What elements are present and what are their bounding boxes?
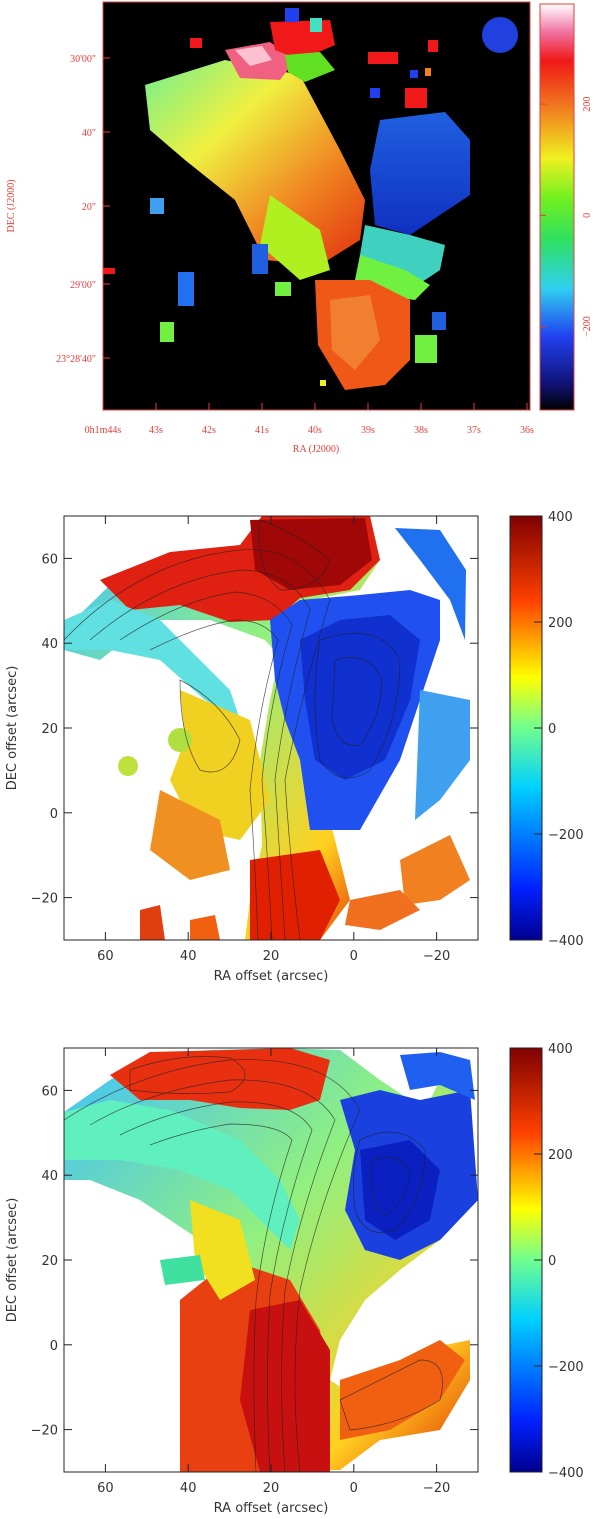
panel-2-xlabel: RA offset (arcsec)	[214, 969, 329, 984]
beam-marker	[482, 17, 518, 53]
y-tick-label: 23°28'40"	[56, 354, 96, 365]
panel-1-y-ticks: 30'00" 40" 20" 29'00" 23°28'40"	[56, 54, 110, 365]
y-tick-label: 40"	[82, 128, 96, 139]
y-tick-label: 20	[41, 1254, 58, 1269]
panel-2-ylabel: DEC offset (arcsec)	[5, 666, 20, 791]
colorbar-tick-label: −200	[582, 316, 593, 337]
panel-3-velocity-field	[64, 1048, 478, 1472]
panel-3-colorbar-ticks: 400 200 0 −200 −400	[534, 1042, 584, 1481]
panel-3-y-ticks: −20 0 20 40 60	[31, 1084, 478, 1439]
colorbar-tick-label: 0	[548, 722, 556, 737]
colorbar-tick-label: 0	[582, 213, 593, 218]
x-tick-label: 0	[350, 1481, 358, 1496]
x-tick-label: 60	[97, 949, 114, 964]
colorbar-tick-label: −200	[548, 828, 584, 843]
panel-1-ylabel: DEC (J2000)	[6, 179, 17, 232]
y-tick-label: 20"	[82, 202, 96, 213]
panel-1-x-ticks: 0h1m44s 43s 42s 41s 40s 39s 38s 37s 36s	[85, 403, 534, 436]
y-tick-label: 0	[50, 807, 58, 822]
x-tick-label: 39s	[361, 425, 375, 436]
x-tick-label: −20	[423, 1481, 450, 1496]
colorbar-tick-label: −400	[548, 934, 584, 949]
x-tick-label: 41s	[255, 425, 269, 436]
x-tick-label: 40s	[308, 425, 322, 436]
x-tick-label: 42s	[202, 425, 216, 436]
colorbar-tick-label: −400	[548, 1466, 584, 1481]
panel-1: 0h1m44s 43s 42s 41s 40s 39s 38s 37s 36s 30'00" 40…	[6, 1, 593, 455]
x-tick-label: 60	[97, 1481, 114, 1496]
y-tick-label: 60	[41, 552, 58, 567]
y-tick-label: 0	[50, 1339, 58, 1354]
panel-3-xlabel: RA offset (arcsec)	[214, 1501, 329, 1516]
x-tick-label: 37s	[467, 425, 481, 436]
colorbar-tick-label: 200	[548, 616, 573, 631]
x-tick-label: 0	[350, 949, 358, 964]
y-tick-label: 29'00"	[70, 280, 96, 291]
panel-1-colorbar	[539, 3, 575, 411]
x-tick-label: 43s	[149, 425, 163, 436]
panel-3-ylabel: DEC offset (arcsec)	[5, 1198, 20, 1323]
colorbar-tick-label: 0	[548, 1254, 556, 1269]
panel-1-colorbar-ticks: 200 0 −200	[540, 97, 593, 337]
y-tick-label: 20	[41, 722, 58, 737]
colorbar-tick-label: 400	[548, 1042, 573, 1057]
x-tick-label: −20	[423, 949, 450, 964]
colorbar-tick-label: 200	[548, 1148, 573, 1163]
x-tick-label: 20	[263, 949, 280, 964]
x-tick-label: 20	[263, 1481, 280, 1496]
colorbar-tick-label: 200	[582, 97, 593, 112]
y-tick-label: 60	[41, 1084, 58, 1099]
x-tick-label: 40	[180, 949, 197, 964]
x-tick-label: 38s	[414, 425, 428, 436]
x-tick-label: 0h1m44s	[85, 425, 122, 436]
y-tick-label: 40	[41, 1169, 58, 1184]
x-tick-label: 40	[180, 1481, 197, 1496]
panel-3-contours	[63, 1056, 443, 1473]
panel-2-contours	[63, 519, 401, 941]
panel-2-velocity-field	[64, 516, 470, 940]
panel-1-xlabel: RA (J2000)	[293, 444, 339, 455]
x-tick-label: 36s	[520, 425, 534, 436]
y-tick-label: 30'00"	[70, 54, 96, 65]
panel-2-y-ticks: −20 0 20 40 60	[31, 552, 478, 907]
panel-2-x-ticks: 60 40 20 0 −20	[97, 516, 450, 964]
colorbar-tick-label: −200	[548, 1360, 584, 1375]
colorbar-tick-label: 400	[548, 510, 573, 525]
y-tick-label: −20	[31, 1424, 58, 1439]
panel-3-x-ticks: 60 40 20 0 −20	[97, 1048, 450, 1496]
y-tick-label: −20	[31, 892, 58, 907]
y-tick-label: 40	[41, 637, 58, 652]
panel-1-velocity-field	[103, 8, 470, 390]
panel-2-colorbar-ticks: 400 200 0 −200 −400	[534, 510, 584, 949]
